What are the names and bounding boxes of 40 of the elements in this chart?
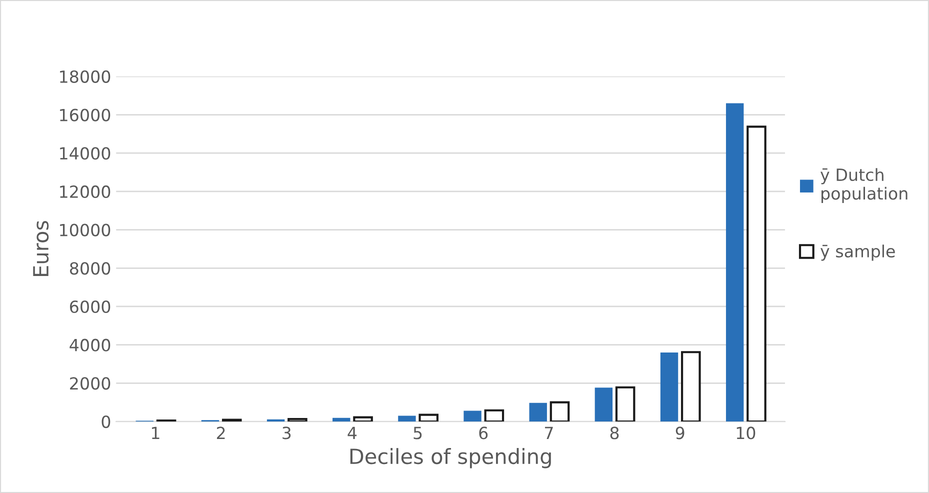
x-tick-label: 3 [282, 426, 291, 440]
y-tick-label: 4000 [70, 338, 110, 352]
x-tick-label: 6 [479, 426, 488, 440]
bar [418, 414, 438, 422]
bar [660, 352, 678, 422]
y-tick-label: 18000 [60, 70, 110, 83]
bar [726, 103, 744, 422]
bar [594, 388, 613, 422]
bar [332, 418, 350, 422]
y-tick-label: 14000 [60, 147, 110, 160]
bar [746, 126, 766, 422]
x-axis-title: Deciles of spending [350, 448, 551, 468]
bar [529, 402, 547, 422]
bar [615, 386, 636, 422]
x-tick-label: 7 [544, 426, 553, 440]
bar [484, 409, 504, 422]
legend-label: ȳ Dutch population [820, 168, 908, 203]
y-tick-label: 8000 [70, 262, 110, 275]
legend-label: ȳ sample [820, 244, 895, 261]
y-tick-label: 6000 [70, 300, 110, 314]
bar [464, 410, 482, 422]
bar [353, 416, 373, 422]
x-tick-label: 2 [216, 426, 225, 440]
x-tick-label: 4 [348, 426, 357, 440]
y-tick-label: 0 [102, 415, 110, 428]
bar [288, 418, 308, 422]
y-tick-label: 16000 [60, 108, 110, 122]
y-tick-label: 10000 [60, 224, 110, 236]
y-tick-label: 12000 [60, 185, 110, 198]
y-axis-title: Euros [33, 220, 49, 276]
y-tick-label: 2000 [70, 377, 110, 390]
bar [550, 401, 570, 422]
x-tick-label: 9 [676, 426, 684, 440]
x-tick-label: 5 [414, 426, 422, 440]
x-tick-label: 8 [610, 426, 619, 440]
bar [681, 351, 701, 422]
x-tick-label: 10 [736, 426, 756, 440]
bar [398, 416, 416, 422]
bar [266, 419, 285, 422]
x-tick-label: 1 [152, 426, 160, 440]
